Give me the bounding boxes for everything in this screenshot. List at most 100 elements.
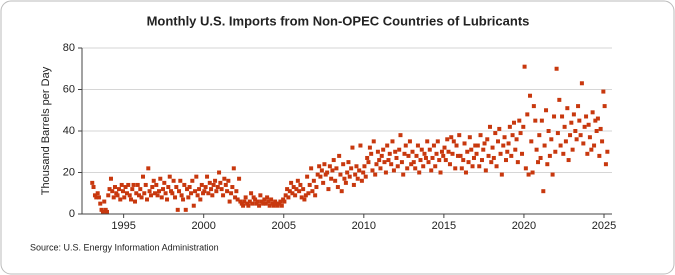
point [422, 151, 427, 156]
point [197, 187, 202, 192]
point [153, 191, 158, 196]
point [389, 162, 394, 167]
point [226, 178, 231, 183]
point [265, 195, 270, 200]
point [217, 170, 222, 175]
point [486, 153, 491, 158]
point [142, 191, 147, 196]
point [419, 147, 424, 152]
point [478, 133, 483, 138]
point [427, 147, 432, 152]
point [587, 135, 592, 140]
point [398, 133, 403, 138]
point [561, 151, 566, 156]
point [90, 180, 95, 185]
point [525, 112, 530, 117]
point [467, 135, 472, 140]
point [361, 170, 366, 175]
point [491, 155, 496, 160]
point [149, 193, 154, 198]
point [541, 189, 546, 194]
point [257, 203, 262, 208]
y-tick-label: 0 [69, 208, 75, 220]
chart-title: Monthly U.S. Imports from Non-OPEC Count… [147, 13, 530, 28]
point [177, 189, 182, 194]
point [128, 197, 133, 202]
point [531, 104, 536, 109]
point [483, 168, 488, 173]
point [311, 178, 316, 183]
point [433, 164, 438, 169]
point [133, 199, 137, 204]
point [528, 93, 533, 98]
point [520, 151, 525, 156]
point [282, 199, 287, 204]
point [170, 191, 175, 196]
point [539, 118, 544, 123]
point [241, 203, 246, 208]
point [185, 187, 190, 192]
point [442, 145, 447, 150]
point [134, 191, 139, 196]
x-tick-label: 2015 [432, 220, 456, 232]
point [182, 182, 187, 187]
point [294, 187, 299, 192]
point [585, 151, 590, 156]
point [343, 180, 348, 185]
point [557, 97, 562, 102]
point [553, 149, 558, 154]
point [453, 166, 458, 171]
point [269, 197, 274, 202]
point [439, 149, 444, 154]
point [518, 131, 523, 136]
point [271, 203, 276, 208]
point [371, 139, 376, 144]
point [171, 178, 176, 183]
point [102, 199, 107, 204]
point [579, 81, 584, 86]
point [281, 197, 286, 202]
point [538, 155, 543, 160]
point [390, 139, 395, 144]
point [325, 170, 330, 175]
point [568, 133, 573, 138]
point [549, 137, 554, 142]
point [151, 178, 156, 183]
point [157, 189, 162, 194]
point [466, 160, 471, 165]
point [425, 139, 430, 144]
point [471, 155, 476, 160]
point [306, 191, 311, 196]
point [115, 193, 120, 198]
point [581, 141, 586, 146]
point [186, 195, 191, 200]
point [158, 176, 163, 181]
point [582, 124, 587, 129]
point [465, 149, 470, 154]
point [315, 172, 320, 177]
point [379, 153, 384, 158]
point [347, 174, 352, 179]
point [385, 143, 390, 148]
point [565, 106, 570, 111]
point [166, 185, 171, 190]
point [155, 193, 160, 198]
point [354, 164, 359, 169]
x-tick-label: 1995 [111, 220, 135, 232]
point [309, 166, 314, 171]
point [562, 124, 567, 129]
point [405, 166, 410, 171]
point [363, 174, 368, 179]
point [563, 139, 568, 144]
point [231, 166, 236, 171]
point [367, 145, 372, 150]
point [169, 189, 174, 194]
point [261, 201, 266, 206]
y-tick-label: 60 [63, 83, 75, 95]
point [544, 108, 549, 113]
point [397, 147, 402, 152]
point [550, 172, 555, 177]
source-note: Source: U.S. Energy Information Administ… [30, 242, 219, 252]
point [227, 199, 232, 204]
point [590, 110, 595, 115]
